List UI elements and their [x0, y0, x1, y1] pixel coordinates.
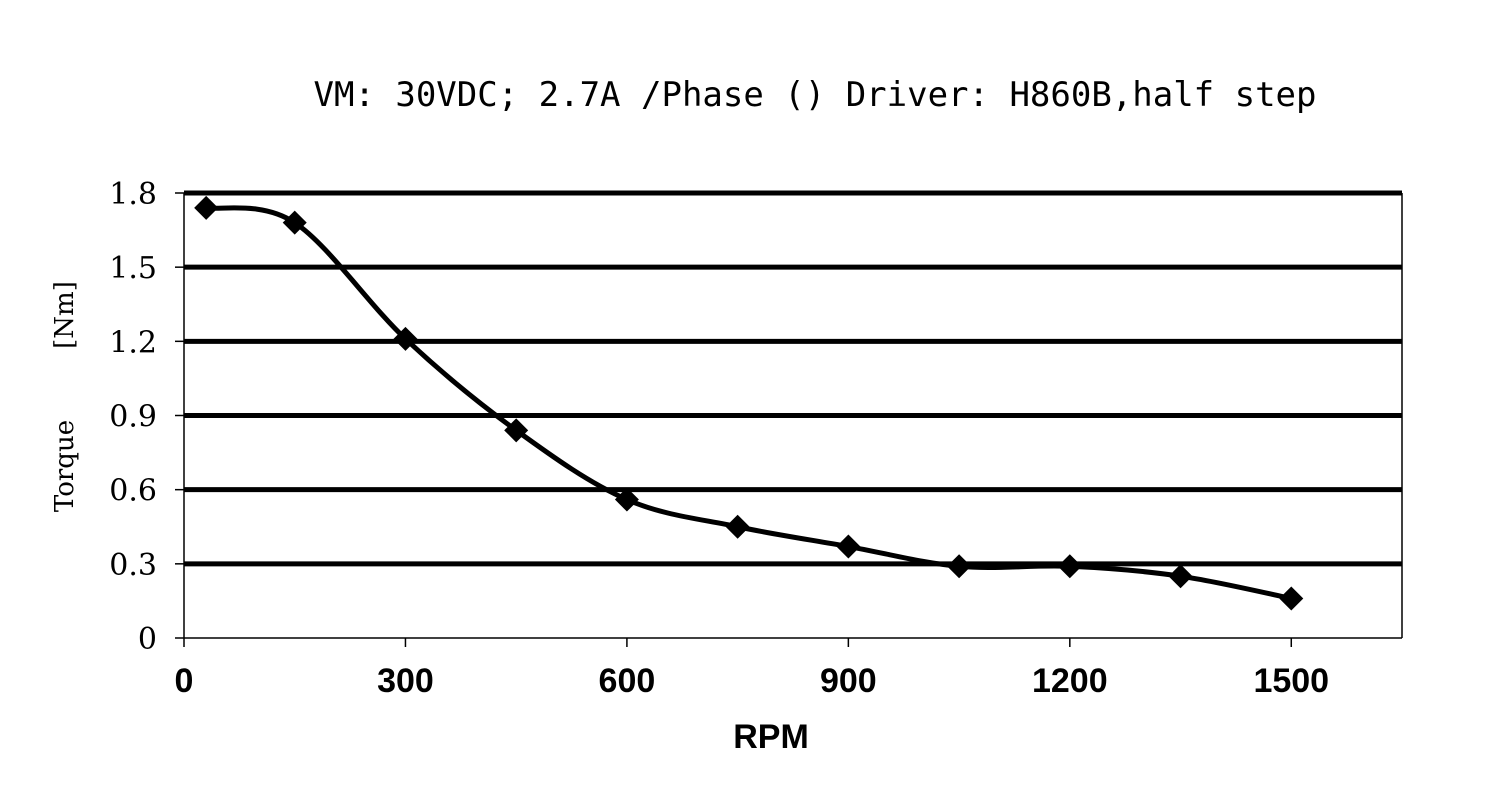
data-point-5	[725, 514, 750, 539]
data-point-8	[1057, 554, 1082, 579]
y-axis-label-quantity: Torque	[50, 420, 80, 512]
y-tick-label-6: 1.8	[109, 177, 157, 212]
y-tick-label-3: 0.9	[109, 400, 157, 435]
data-point-1	[282, 210, 307, 235]
x-tick-label-1: 300	[377, 662, 434, 700]
data-point-10	[1279, 586, 1304, 611]
gridlines	[184, 190, 1402, 567]
data-point-0	[194, 195, 219, 220]
x-tick-label-0: 0	[175, 662, 194, 700]
data-point-9	[1168, 564, 1193, 589]
x-axis-label: RPM	[733, 718, 809, 756]
data-point-6	[836, 534, 861, 559]
series-group	[194, 195, 1304, 611]
data-point-2	[393, 326, 418, 351]
y-tick-label-0: 0	[138, 622, 157, 657]
data-point-3	[504, 418, 529, 443]
chart-title: VM: 30VDC; 2.7A /Phase () Driver: H860B,…	[313, 75, 1316, 115]
y-tick-label-1: 0.3	[109, 548, 157, 583]
x-axis-ticks: 0 300 600 900 1200 1500	[175, 638, 1329, 700]
data-point-7	[947, 554, 972, 579]
y-tick-label-2: 0.6	[109, 474, 157, 509]
x-tick-label-4: 1200	[1032, 662, 1108, 700]
y-tick-label-4: 1.2	[109, 325, 157, 360]
y-tick-label-5: 1.5	[109, 251, 157, 286]
x-tick-label-3: 900	[820, 662, 877, 700]
x-tick-label-2: 600	[599, 662, 656, 700]
data-point-4	[614, 487, 639, 512]
y-axis-label-unit: [Nm]	[50, 281, 80, 349]
y-axis-label: Torque [Nm]	[50, 281, 80, 512]
y-axis-ticks: 0 0.3 0.6 0.9 1.2 1.5 1.8	[109, 177, 184, 657]
x-tick-label-5: 1500	[1253, 662, 1329, 700]
